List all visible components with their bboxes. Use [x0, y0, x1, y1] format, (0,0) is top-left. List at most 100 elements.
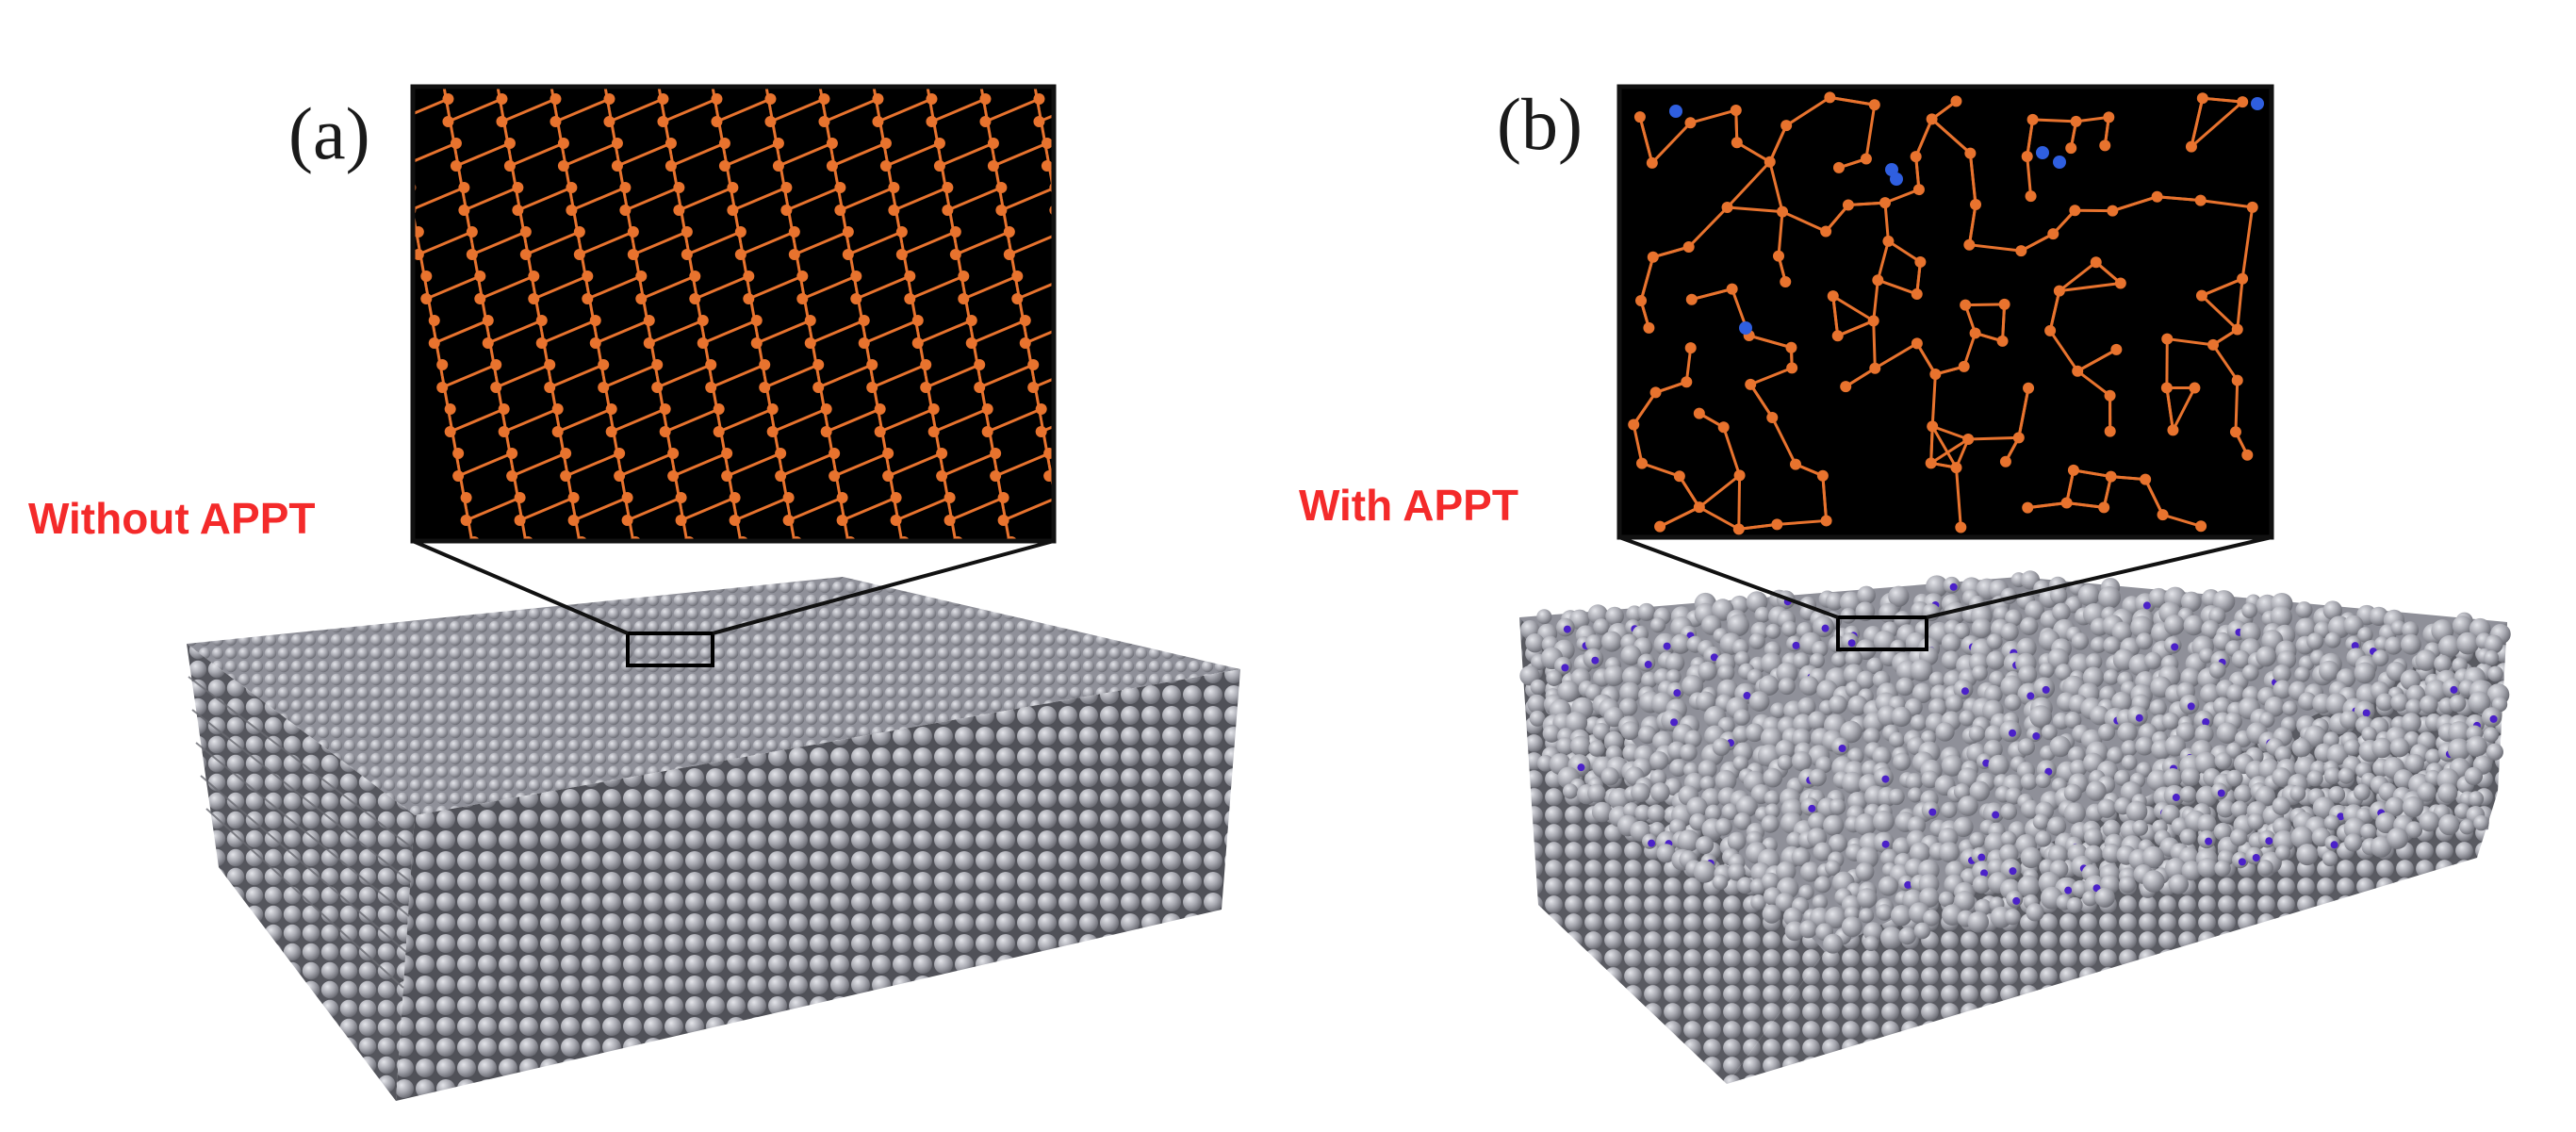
surface-atom	[2449, 695, 2467, 713]
lattice-bond	[563, 141, 618, 168]
network-atom	[2023, 382, 2035, 394]
lattice-atom	[535, 337, 548, 349]
network-atom	[2231, 374, 2243, 386]
surface-atom	[2291, 738, 2312, 758]
lattice-bond	[1157, 453, 1210, 476]
surface-atom	[2168, 874, 2189, 894]
network-atom	[1955, 521, 1967, 533]
surface-atom	[2016, 637, 2037, 658]
network-bond	[2059, 282, 2122, 293]
network-atom	[2099, 139, 2111, 152]
network-bond	[1872, 320, 1877, 369]
lattice-bond	[616, 141, 672, 168]
lattice-atom	[759, 382, 771, 393]
lattice-bond	[1055, 188, 1108, 210]
lattice-atom	[711, 93, 723, 105]
lattice-bond	[1041, 424, 1054, 434]
surface-atom	[1695, 836, 1715, 855]
surface-atom	[2354, 662, 2376, 684]
network-bond	[1930, 373, 1937, 427]
network-atom	[1867, 315, 1879, 327]
surface-dopant-atom	[2135, 714, 2143, 722]
surface-atom	[1665, 669, 1682, 685]
surface-atom	[2226, 683, 2245, 702]
network-bond	[1821, 475, 1829, 521]
lattice-atom	[895, 249, 908, 260]
surface-dopant-atom	[2351, 642, 2359, 650]
network-atom	[1831, 330, 1844, 342]
surface-atom	[2323, 767, 2341, 785]
surface-atom	[2322, 600, 2343, 620]
lattice-atom	[737, 559, 748, 570]
panel-a-caption: Without APPT	[28, 494, 315, 543]
lattice-atom	[782, 515, 795, 526]
lattice-atom	[1127, 315, 1139, 326]
lattice-atom	[1035, 426, 1047, 437]
surface-atom	[1983, 739, 2003, 760]
lattice-atom	[927, 426, 940, 437]
lattice-atom	[703, 72, 714, 83]
network-atom	[2060, 497, 2073, 509]
lattice-atom	[614, 448, 626, 459]
lattice-atom	[796, 271, 809, 282]
network-bond	[2017, 387, 2030, 438]
lattice-bond	[801, 274, 857, 301]
surface-atom	[1879, 848, 1899, 867]
lattice-atom	[890, 492, 902, 503]
network-bond	[2200, 199, 2253, 209]
lattice-atom	[979, 93, 992, 105]
surface-atom	[2240, 622, 2261, 644]
lattice-atom	[882, 470, 894, 482]
lattice-bond	[1071, 287, 1078, 332]
surface-atom	[2163, 615, 2185, 635]
surface-atom	[1928, 697, 1947, 717]
lattice-atom	[721, 470, 733, 482]
lattice-atom	[667, 448, 680, 459]
lattice-bond	[740, 230, 796, 256]
lattice-atom	[1111, 226, 1123, 238]
lattice-bond	[1087, 365, 1140, 387]
lattice-atom	[1019, 337, 1031, 349]
lattice-atom	[879, 160, 892, 172]
network-atom	[1999, 455, 2011, 468]
surface-atom	[2026, 903, 2044, 922]
lattice-atom	[1205, 470, 1216, 482]
surface-atom	[1536, 609, 1552, 625]
surface-dopant-atom	[1644, 661, 1652, 669]
surface-atom	[1944, 601, 1967, 625]
network-bond	[1777, 518, 1827, 526]
lattice-atom	[997, 492, 1009, 503]
network-bond	[1837, 319, 1875, 337]
lattice-atom	[1111, 249, 1123, 260]
lattice-atom	[1011, 293, 1024, 304]
lattice-bond	[863, 319, 919, 345]
lattice-atom	[918, 72, 929, 83]
lattice-bond	[1095, 420, 1103, 465]
surface-atom	[1798, 920, 1818, 939]
lattice-bond	[648, 319, 704, 345]
network-bond	[1748, 384, 1774, 418]
surface-atom	[1845, 681, 1862, 698]
surface-atom	[2452, 615, 2473, 636]
network-bond	[1638, 116, 1654, 164]
lattice-atom	[1079, 49, 1091, 60]
network-atom	[1860, 153, 1872, 165]
network-atom	[2021, 151, 2033, 163]
lattice-bond	[1194, 376, 1202, 420]
lattice-atom	[435, 49, 446, 60]
lattice-bond	[500, 97, 557, 123]
surface-atom	[2277, 649, 2297, 669]
network-bond	[1684, 347, 1693, 383]
surface-atom	[2387, 828, 2409, 849]
lattice-atom	[659, 403, 671, 415]
surface-atom	[2473, 814, 2489, 831]
surface-atom	[2344, 833, 2363, 852]
lattice-atom	[1133, 72, 1144, 83]
network-atom	[1780, 276, 1792, 288]
surface-atom	[1888, 585, 1910, 607]
network-atom	[2194, 194, 2207, 206]
surface-atom	[1527, 694, 1547, 714]
surface-atom	[2456, 632, 2480, 655]
lattice-atom	[820, 426, 832, 437]
lattice-atom	[987, 138, 999, 149]
